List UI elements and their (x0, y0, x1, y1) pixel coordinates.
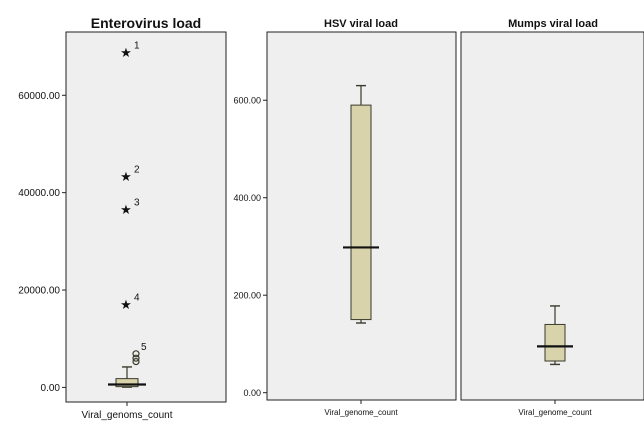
outlier-label: 5 (141, 342, 147, 353)
outlier-label: 2 (134, 165, 140, 176)
y-tick-label: 0.00 (41, 383, 61, 394)
outlier-label: 1 (134, 40, 140, 51)
chart-title: Mumps viral load (508, 18, 598, 30)
y-tick-label: 0.00 (243, 388, 261, 398)
chart-title: Enterovirus load (91, 15, 201, 31)
outlier-star: ★ (120, 202, 132, 217)
iqr-box (115, 378, 139, 388)
outlier-star: ★ (120, 45, 132, 60)
y-tick-label: 200.00 (233, 290, 261, 300)
outlier-star: ★ (120, 169, 132, 184)
y-tick-label: 20000.00 (18, 286, 60, 297)
iqr-box (544, 323, 566, 362)
category-label: Viral_genoms_count (82, 410, 173, 421)
boxplot-panel-2: HSV viral load 0.00 200.00 400.00 600.00 Vira… (233, 18, 457, 417)
y-tick-label: 400.00 (233, 193, 261, 203)
outlier-star: ★ (120, 297, 132, 312)
y-tick-label: 600.00 (233, 95, 261, 105)
category-label: Viral_genome_count (518, 408, 592, 417)
iqr-box (350, 104, 372, 321)
outlier-circle (132, 357, 140, 366)
boxplot-panel-3: Mumps viral load Viral_genome_count (460, 18, 644, 417)
category-label: Viral_genome_count (324, 408, 398, 417)
y-tick-label: 60000.00 (18, 91, 60, 102)
chart-title: HSV viral load (324, 18, 398, 30)
boxplot-panel-1: Enterovirus load 0.00 20000.00 40000.00 6000… (18, 15, 227, 421)
y-tick-label: 40000.00 (18, 188, 60, 199)
outlier-label: 3 (134, 198, 140, 209)
outlier-circle (132, 350, 140, 358)
plot-area (65, 31, 227, 403)
outlier-circle (132, 354, 140, 362)
outlier-label: 4 (134, 293, 140, 304)
